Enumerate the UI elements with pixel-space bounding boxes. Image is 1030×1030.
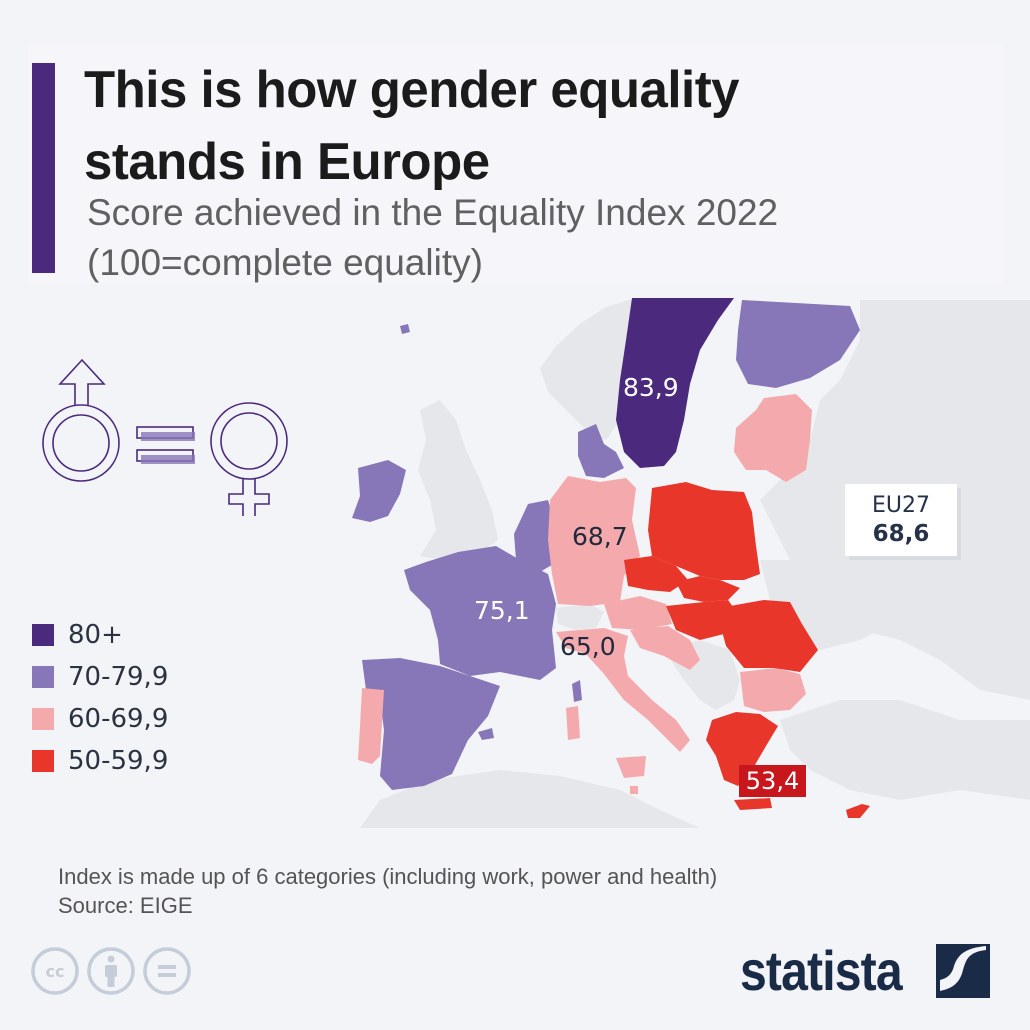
country-austria bbox=[604, 596, 672, 630]
equals-no-derivatives-icon[interactable] bbox=[142, 946, 192, 996]
label-sweden: 83,9 bbox=[623, 373, 679, 402]
eu27-average-box: EU27 68,6 bbox=[845, 484, 957, 556]
band-50-59 bbox=[624, 482, 870, 818]
legend-item: 80+ bbox=[32, 614, 168, 656]
subtitle-line-1: Score achieved in the Equality Index 202… bbox=[87, 192, 779, 233]
eu27-label: EU27 bbox=[872, 493, 930, 518]
country-spain bbox=[362, 658, 500, 790]
country-sicily bbox=[616, 756, 646, 778]
license-icons: cc bbox=[30, 946, 192, 996]
legend-label: 80+ bbox=[68, 620, 123, 650]
country-sardinia bbox=[566, 706, 580, 740]
footnote-note: Index is made up of 6 categories (includ… bbox=[58, 864, 718, 889]
statista-brand: statista bbox=[740, 938, 990, 1003]
svg-text:cc: cc bbox=[46, 962, 65, 981]
country-sweden bbox=[616, 298, 734, 468]
legend-swatch bbox=[32, 750, 54, 772]
subtitle: Score achieved in the Equality Index 202… bbox=[87, 188, 987, 288]
europe-map bbox=[322, 296, 1030, 828]
title-line-2: stands in Europe bbox=[84, 133, 490, 191]
country-czechia bbox=[624, 556, 688, 592]
country-poland bbox=[648, 482, 760, 580]
country-bulgaria bbox=[740, 668, 806, 712]
creative-commons-icon[interactable]: cc bbox=[30, 946, 80, 996]
country-greece bbox=[706, 712, 778, 786]
map-svg bbox=[352, 298, 1030, 828]
legend-item: 50-59,9 bbox=[32, 740, 168, 782]
footnote: Index is made up of 6 categories (includ… bbox=[58, 862, 717, 920]
eu27-value: 68,6 bbox=[872, 521, 930, 547]
country-slovenia-croatia bbox=[630, 626, 700, 670]
legend-swatch bbox=[32, 624, 54, 646]
accent-bar bbox=[32, 63, 55, 273]
legend-item: 70-79,9 bbox=[32, 656, 168, 698]
band-70-79 bbox=[352, 300, 860, 790]
country-cyprus bbox=[846, 804, 870, 818]
country-italy bbox=[556, 628, 690, 752]
attribution-person-icon[interactable] bbox=[86, 946, 136, 996]
country-germany bbox=[548, 476, 640, 606]
statista-logo-icon bbox=[936, 943, 990, 998]
brand-name: statista bbox=[740, 939, 903, 1002]
male-equals-female-icon bbox=[42, 358, 288, 516]
footnote-source: Source: EIGE bbox=[58, 893, 193, 918]
turkey bbox=[780, 700, 1030, 800]
legend-label: 70-79,9 bbox=[68, 662, 169, 692]
subtitle-line-2: (100=complete equality) bbox=[87, 242, 483, 283]
country-corsica bbox=[572, 680, 582, 702]
title-line-1: This is how gender equality bbox=[84, 61, 740, 119]
country-ireland bbox=[352, 460, 406, 522]
country-denmark bbox=[578, 424, 624, 478]
label-france: 75,1 bbox=[474, 596, 530, 625]
header-panel bbox=[28, 44, 1003, 284]
legend-swatch bbox=[32, 666, 54, 688]
country-baltics bbox=[734, 394, 812, 482]
switzerland bbox=[556, 604, 604, 630]
legend: 80+ 70-79,9 60-69,9 50-59,9 bbox=[32, 614, 168, 782]
country-benelux bbox=[514, 500, 560, 572]
country-crete bbox=[734, 798, 772, 810]
label-italy: 65,0 bbox=[560, 632, 616, 661]
legend-label: 60-69,9 bbox=[68, 704, 169, 734]
label-germany: 68,7 bbox=[572, 522, 628, 551]
country-malta bbox=[630, 786, 638, 794]
country-hungary bbox=[666, 600, 738, 640]
country-portugal bbox=[358, 688, 384, 764]
label-greece: 53,4 bbox=[739, 765, 806, 797]
country-romania bbox=[720, 600, 818, 672]
country-finland bbox=[736, 300, 860, 388]
country-slovakia bbox=[676, 576, 740, 602]
uk bbox=[418, 400, 498, 560]
norway bbox=[540, 300, 640, 440]
page-title: This is how gender equality stands in Eu… bbox=[84, 54, 966, 198]
legend-swatch bbox=[32, 708, 54, 730]
band-60-69 bbox=[358, 394, 812, 794]
country-france bbox=[404, 546, 556, 680]
north-africa bbox=[360, 770, 700, 828]
country-balearics bbox=[478, 728, 494, 740]
legend-label: 50-59,9 bbox=[68, 746, 169, 776]
legend-item: 60-69,9 bbox=[32, 698, 168, 740]
country-faroe bbox=[400, 324, 410, 334]
